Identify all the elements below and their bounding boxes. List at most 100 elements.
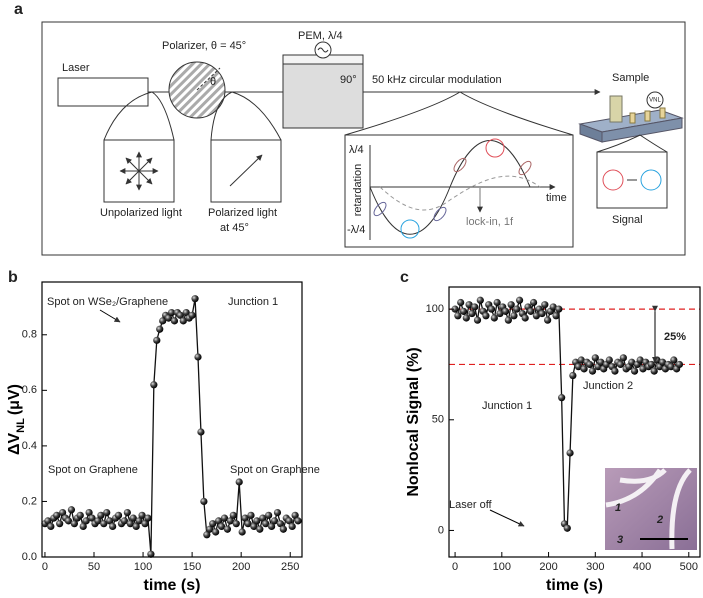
annotation: 25%: [664, 331, 686, 343]
x-tick-label: 200: [232, 561, 250, 573]
data-point: [265, 511, 273, 519]
diagram: Laser Polarizer, θ = 45° θ PEM, λ/4 90° …: [41, 21, 686, 256]
modulation-label: 50 kHz circular modulation: [372, 74, 502, 86]
data-point: [566, 449, 574, 457]
annotation: Spot on Graphene: [48, 464, 138, 476]
laser-label: Laser: [62, 62, 90, 74]
y-axis-label-unit: (μV): [6, 384, 23, 415]
data-point: [530, 298, 538, 307]
diagram-frame: [41, 21, 686, 256]
elliptic-state: [518, 160, 532, 176]
data-point: [226, 517, 234, 525]
data-point: [44, 517, 52, 525]
y-axis-label: Nonlocal Signal (%): [405, 347, 422, 496]
sample: [601, 117, 683, 143]
data-point: [670, 356, 678, 364]
data-point: [558, 394, 566, 402]
annotation: Spot on Graphene: [230, 464, 320, 476]
laser-box: [57, 77, 149, 107]
retardation-curve: [369, 140, 531, 235]
y-axis-label-sub: NL: [15, 418, 27, 433]
data-point: [454, 312, 462, 320]
inset-y-label: retardation: [352, 164, 364, 217]
data-point: [114, 511, 123, 519]
data-point: [88, 514, 96, 522]
data-point: [507, 301, 515, 309]
data-point: [179, 317, 187, 325]
data-point: [270, 517, 279, 525]
unpolarized-arrows: [119, 151, 159, 191]
sample-label: Sample: [612, 72, 649, 84]
panel-label: c: [400, 269, 409, 286]
inset-bottom: -λ/4: [347, 224, 365, 236]
data-point: [164, 314, 173, 322]
data-point: [156, 325, 164, 333]
lockin-label: lock-in, 1f: [466, 216, 514, 228]
x-tick-label: 400: [633, 561, 651, 573]
data-point: [476, 296, 484, 304]
data-point: [241, 514, 249, 522]
inset-label: 1: [615, 502, 621, 514]
data-point: [285, 517, 293, 525]
annotation: Laser off: [449, 499, 493, 511]
data-point: [588, 367, 597, 375]
data-point: [76, 511, 84, 519]
data-point: [212, 528, 220, 536]
lockin-curve: [379, 175, 541, 211]
data-point: [459, 307, 468, 315]
x-tick-label: 0: [452, 561, 458, 573]
data-point: [238, 528, 246, 536]
x-axis-label: time (s): [144, 577, 201, 594]
data-point: [126, 520, 134, 528]
signal-state: [602, 169, 624, 191]
inset-top: λ/4: [349, 144, 364, 156]
data-point: [197, 428, 205, 436]
data-point: [675, 360, 684, 369]
data-point: [552, 312, 560, 320]
data-point: [611, 367, 619, 375]
annotation: Spot on WSe₂/Graphene: [47, 296, 168, 308]
annotation-arrow: [99, 309, 121, 323]
data-point: [194, 353, 202, 361]
data-point: [170, 317, 179, 325]
x-tick-label: 150: [183, 561, 201, 573]
data-point: [605, 356, 613, 364]
data-point: [167, 308, 176, 317]
data-point: [639, 365, 647, 373]
data-point: [630, 367, 639, 375]
data-point: [176, 311, 184, 319]
polarizer-axis: [196, 67, 221, 91]
data-point: [276, 520, 285, 528]
x-tick-label: 100: [493, 561, 511, 573]
data-point: [468, 309, 476, 318]
data-point: [294, 517, 302, 525]
data-point: [256, 525, 264, 533]
data-point: [150, 381, 158, 389]
x-tick-label: 50: [88, 561, 100, 573]
polarizer-label: Polarizer, θ = 45°: [162, 40, 246, 52]
data-point: [223, 525, 232, 533]
annotation-arrow: [489, 509, 525, 527]
data-point: [100, 520, 108, 528]
data-point: [538, 309, 546, 318]
data-point: [82, 517, 90, 525]
inset-label: 3: [617, 534, 623, 546]
data-point: [70, 520, 78, 528]
data-point: [597, 358, 605, 366]
inset-feature: [605, 468, 692, 550]
data-point: [209, 520, 217, 528]
data-point: [532, 312, 541, 320]
data-point: [147, 550, 155, 558]
data-point: [215, 517, 223, 525]
data-point: [650, 367, 658, 375]
y-axis-label: ΔVNL (μV): [6, 384, 27, 455]
panel-label: b: [8, 269, 18, 286]
circular-state: [400, 219, 420, 239]
data-point: [279, 525, 287, 533]
data-point: [628, 358, 636, 366]
data-point: [549, 303, 557, 311]
data-point: [490, 314, 498, 322]
data-point: [273, 508, 282, 517]
x-tick-label: 500: [680, 561, 698, 573]
y-tick-label: 0.4: [22, 440, 37, 452]
